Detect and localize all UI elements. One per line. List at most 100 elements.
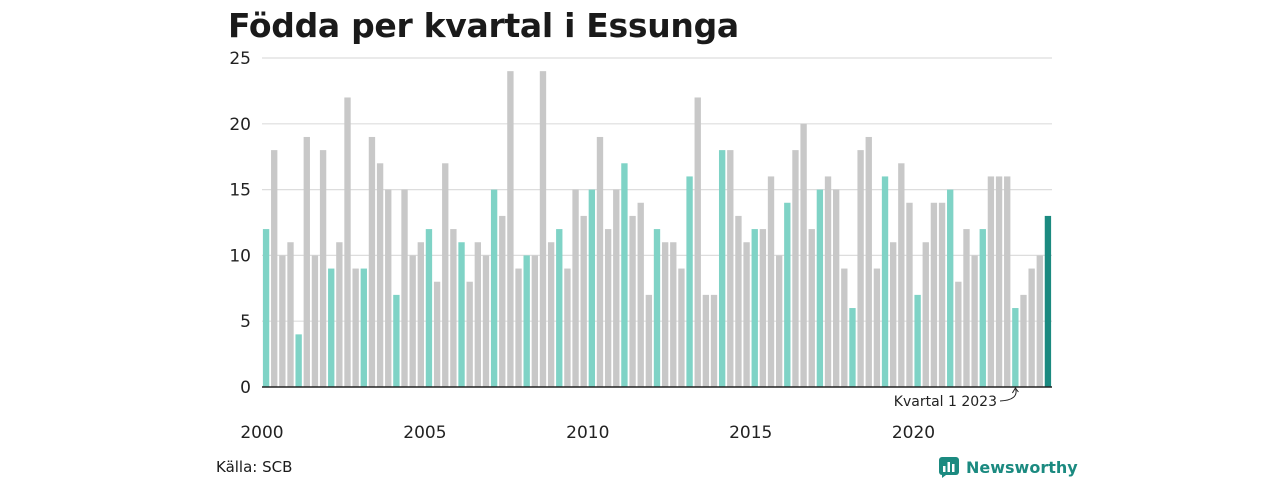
bar — [360, 268, 367, 387]
bar — [1028, 268, 1035, 387]
bar — [629, 215, 636, 387]
bar — [922, 242, 929, 387]
bar — [433, 281, 441, 387]
bar — [686, 176, 693, 387]
bar — [401, 189, 408, 387]
bar — [792, 150, 799, 387]
bar — [466, 281, 473, 387]
annotation-arrowhead — [1011, 387, 1019, 394]
source-note: Källa: SCB — [216, 458, 293, 476]
bar — [319, 150, 327, 387]
bar — [914, 294, 921, 387]
bar — [523, 255, 530, 387]
bar — [1020, 294, 1027, 387]
bar — [572, 189, 579, 387]
bar — [670, 242, 677, 387]
x-tick-label: 2000 — [240, 423, 283, 443]
bar — [417, 242, 424, 387]
x-tick-label: 2005 — [403, 423, 446, 443]
y-axis-ticks: 0 5 10 15 20 25 — [229, 49, 251, 398]
bar — [499, 215, 506, 387]
bar — [596, 136, 604, 387]
bar — [661, 242, 669, 387]
bar — [718, 150, 726, 387]
bar — [881, 176, 889, 387]
y-tick-label: 20 — [229, 115, 251, 135]
bar — [637, 202, 644, 387]
y-tick-label: 5 — [240, 312, 251, 332]
bar — [743, 242, 750, 387]
bar — [613, 189, 620, 387]
annotation: Kvartal 1 2023 — [894, 387, 1019, 410]
bar — [482, 255, 490, 387]
bar — [865, 136, 872, 387]
bar — [995, 176, 1003, 387]
bar — [515, 268, 522, 387]
bar — [873, 268, 881, 387]
brand-name: Newsworthy — [966, 457, 1078, 477]
bar — [458, 242, 465, 387]
bar — [474, 242, 481, 387]
bar — [857, 150, 864, 387]
bar — [564, 268, 571, 387]
bar — [271, 150, 278, 387]
bar — [775, 255, 783, 387]
y-tick-label: 0 — [240, 378, 251, 398]
bar — [425, 229, 433, 387]
x-axis-ticks: 2000 2005 2010 2015 2020 — [240, 423, 935, 443]
bar — [539, 71, 547, 387]
bar — [898, 163, 905, 387]
bar — [621, 163, 628, 387]
bar — [833, 189, 840, 387]
bar — [824, 176, 832, 387]
bar — [507, 71, 514, 387]
bar — [1004, 176, 1011, 387]
bar — [963, 229, 970, 387]
bar — [531, 255, 539, 387]
bar — [450, 229, 457, 387]
bar — [490, 189, 498, 387]
bar — [971, 255, 978, 387]
newsworthy-logo-icon — [939, 457, 959, 478]
bar — [890, 242, 897, 387]
bar — [262, 229, 270, 387]
annotation-arrow — [999, 387, 1017, 402]
bar — [938, 202, 946, 387]
bar — [841, 268, 848, 387]
bar — [385, 189, 392, 387]
chart-title: Födda per kvartal i Essunga — [228, 6, 739, 45]
bar — [393, 294, 400, 387]
bar — [702, 294, 710, 387]
x-tick-label: 2020 — [892, 423, 935, 443]
annotation-label: Kvartal 1 2023 — [894, 394, 997, 410]
brand-logo: Newsworthy — [938, 456, 1078, 478]
bar — [328, 268, 335, 387]
y-tick-label: 10 — [229, 246, 251, 266]
y-tick-label: 15 — [229, 181, 251, 201]
bar — [409, 255, 416, 387]
bar — [287, 242, 294, 387]
bar — [311, 255, 319, 387]
bar — [906, 202, 913, 387]
bar — [751, 229, 758, 387]
bar — [352, 268, 359, 387]
bar — [295, 334, 302, 387]
bar — [930, 202, 938, 387]
bar — [727, 150, 734, 387]
bar — [800, 123, 807, 388]
bar — [376, 163, 384, 387]
x-tick-label: 2015 — [729, 423, 772, 443]
bar — [784, 202, 791, 387]
bar — [955, 281, 962, 387]
bar — [556, 229, 563, 387]
bar — [808, 229, 815, 387]
bar — [816, 189, 824, 387]
bar — [588, 189, 596, 387]
bar — [303, 136, 310, 387]
bar — [344, 97, 351, 387]
bar — [678, 268, 685, 387]
bars — [262, 71, 1052, 388]
bar — [1044, 215, 1052, 387]
bar — [735, 215, 742, 387]
